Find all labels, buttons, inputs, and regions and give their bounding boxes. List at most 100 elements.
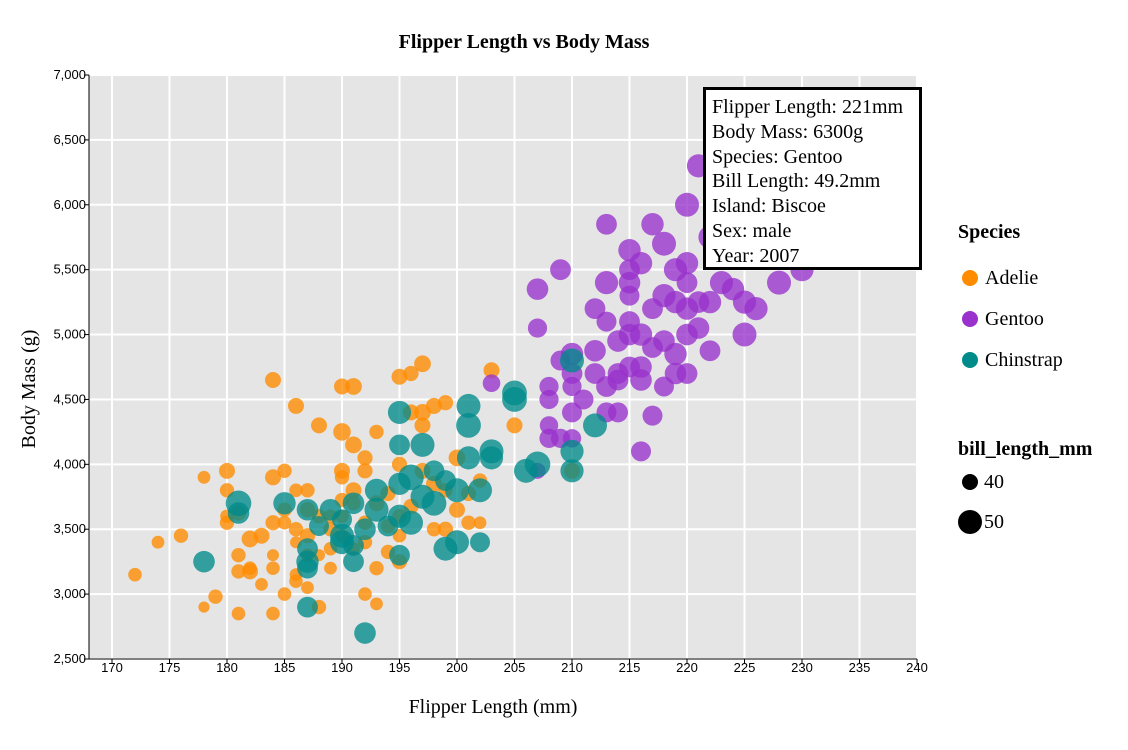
data-point-chinstrap[interactable] [343,535,364,556]
data-point-chinstrap[interactable] [560,459,584,483]
data-point-chinstrap[interactable] [343,551,364,573]
data-point-gentoo[interactable] [594,271,619,295]
data-point-adelie[interactable] [231,564,246,579]
data-point-chinstrap[interactable] [524,451,551,478]
data-point-gentoo[interactable] [573,389,594,410]
data-point-chinstrap[interactable] [456,393,481,418]
data-point-adelie[interactable] [231,547,246,563]
data-point-gentoo[interactable] [596,311,617,332]
data-point-chinstrap[interactable] [456,413,481,438]
data-point-adelie[interactable] [403,365,419,382]
data-point-gentoo[interactable] [629,251,653,275]
data-point-chinstrap[interactable] [297,538,318,560]
data-point-gentoo[interactable] [630,369,652,391]
data-point-adelie[interactable] [265,469,281,486]
data-point-chinstrap[interactable] [398,464,424,491]
data-point-chinstrap[interactable] [468,478,492,503]
data-point-chinstrap[interactable] [309,515,329,536]
data-point-gentoo[interactable] [652,231,676,256]
data-point-adelie[interactable] [208,589,223,604]
data-point-adelie[interactable] [358,587,372,601]
data-point-gentoo[interactable] [675,251,699,275]
data-point-gentoo[interactable] [675,192,699,217]
data-point-adelie[interactable] [151,535,165,549]
data-point-gentoo[interactable] [526,278,549,300]
data-point-gentoo[interactable] [482,374,501,393]
data-point-adelie[interactable] [267,549,279,562]
data-point-adelie[interactable] [288,397,304,414]
data-point-gentoo[interactable] [584,339,606,362]
data-point-chinstrap[interactable] [399,510,423,535]
data-point-chinstrap[interactable] [227,502,250,524]
data-point-chinstrap[interactable] [456,446,481,470]
data-point-adelie[interactable] [253,527,270,544]
data-point-gentoo[interactable] [631,441,651,462]
data-point-adelie[interactable] [300,483,315,498]
data-point-gentoo[interactable] [698,290,722,314]
data-point-adelie[interactable] [369,424,384,440]
data-point-adelie[interactable] [265,515,281,531]
data-point-gentoo[interactable] [584,298,606,319]
data-point-adelie[interactable] [324,561,337,575]
data-point-chinstrap[interactable] [445,530,469,555]
data-point-adelie[interactable] [277,587,292,601]
data-point-gentoo[interactable] [676,272,698,294]
data-point-adelie[interactable] [173,528,189,543]
data-point-chinstrap[interactable] [387,400,412,425]
data-point-adelie[interactable] [414,355,431,373]
data-point-adelie[interactable] [289,483,303,498]
data-point-adelie[interactable] [461,515,476,530]
data-point-adelie[interactable] [437,395,454,411]
data-point-chinstrap[interactable] [479,439,504,464]
data-point-chinstrap[interactable] [296,498,319,521]
data-point-adelie[interactable] [198,601,210,613]
data-point-chinstrap[interactable] [421,490,447,516]
legend-label-chinstrap[interactable]: Chinstrap [985,349,1063,371]
data-point-adelie[interactable] [506,417,523,434]
data-point-adelie[interactable] [219,462,235,479]
data-point-gentoo[interactable] [642,405,663,426]
data-point-gentoo[interactable] [539,376,559,397]
data-point-chinstrap[interactable] [354,518,376,541]
data-point-gentoo[interactable] [676,363,698,384]
data-point-gentoo[interactable] [596,213,617,235]
data-point-adelie[interactable] [345,436,362,454]
data-point-adelie[interactable] [277,463,292,479]
data-point-adelie[interactable] [277,515,292,530]
data-point-adelie[interactable] [483,362,500,379]
data-point-adelie[interactable] [197,470,211,484]
data-point-gentoo[interactable] [699,340,721,362]
data-point-chinstrap[interactable] [342,492,365,515]
data-point-adelie[interactable] [289,574,303,588]
data-point-gentoo[interactable] [527,318,548,338]
data-point-gentoo[interactable] [664,342,687,366]
data-point-adelie[interactable] [333,423,351,441]
data-point-adelie[interactable] [301,581,314,595]
data-point-gentoo[interactable] [687,317,710,339]
data-point-adelie[interactable] [473,516,487,530]
data-point-adelie[interactable] [243,561,257,575]
data-point-chinstrap[interactable] [445,478,469,503]
data-point-chinstrap[interactable] [470,532,490,553]
data-point-adelie[interactable] [334,470,350,485]
data-point-adelie[interactable] [357,463,373,479]
data-point-chinstrap[interactable] [364,497,389,522]
data-point-adelie[interactable] [266,606,280,621]
data-point-gentoo[interactable] [767,270,791,295]
data-point-chinstrap[interactable] [193,550,215,573]
data-point-chinstrap[interactable] [389,544,410,566]
data-point-adelie[interactable] [334,378,350,395]
data-point-chinstrap[interactable] [364,478,389,502]
data-point-gentoo[interactable] [744,297,768,321]
data-point-gentoo[interactable] [732,322,757,347]
data-point-gentoo[interactable] [550,259,571,281]
data-point-chinstrap[interactable] [502,380,527,406]
data-point-adelie[interactable] [357,450,373,466]
data-point-adelie[interactable] [311,417,327,434]
data-point-adelie[interactable] [265,371,281,388]
data-point-adelie[interactable] [128,567,142,582]
data-point-adelie[interactable] [369,560,384,576]
legend-label-gentoo[interactable]: Gentoo [985,308,1044,330]
data-point-chinstrap[interactable] [410,432,435,457]
legend-label-adelie[interactable]: Adelie [985,267,1038,289]
